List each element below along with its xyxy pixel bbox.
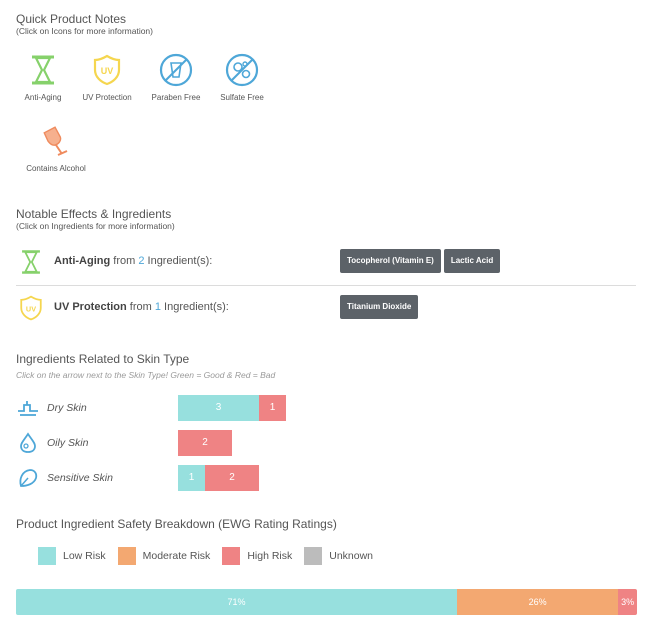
effect-suffix: Ingredient(s): <box>164 301 229 313</box>
legend-label: High Risk <box>247 550 293 562</box>
divider <box>16 285 636 286</box>
quick-notes-subtitle: (Click on Icons for more information) <box>16 26 153 36</box>
skin-label[interactable]: Dry Skin <box>47 402 87 414</box>
legend-item-high-risk: High Risk <box>222 547 292 565</box>
quick-note-label: Sulfate Free <box>220 93 264 102</box>
effect-from: from <box>113 255 136 267</box>
ingredient-tag[interactable]: Titanium Dioxide <box>340 295 419 319</box>
quick-note-label: Anti-Aging <box>24 93 62 102</box>
skin-bar-good-segment: 1 <box>178 465 205 491</box>
effect-name: UV Protection <box>54 301 127 313</box>
dry-skin-icon[interactable] <box>16 397 40 419</box>
safety-segment: 3% <box>618 589 637 615</box>
oily-skin-icon[interactable] <box>16 432 40 454</box>
effect-name: Anti-Aging <box>54 255 111 267</box>
safety-legend: Low Risk Moderate Risk High Risk Unknown <box>38 547 385 565</box>
effect-from: from <box>129 301 152 313</box>
sulfate-free-icon <box>225 53 259 87</box>
sensitive-skin-icon[interactable] <box>16 467 40 489</box>
legend-swatch <box>38 547 56 565</box>
uv-shield-icon: UV <box>93 54 121 86</box>
effect-count: 2 <box>138 255 145 267</box>
hourglass-icon <box>32 55 54 85</box>
svg-text:UV: UV <box>26 304 36 313</box>
ingredient-tags: Tocopherol (Vitamin E) Lactic Acid <box>340 249 503 273</box>
skin-type-subtitle: Click on the arrow next to the Skin Type… <box>16 370 276 380</box>
legend-label: Low Risk <box>63 550 106 562</box>
paraben-free-icon <box>159 53 193 87</box>
safety-segment: 71% <box>16 589 457 615</box>
quick-note-contains-alcohol[interactable]: Contains Alcohol <box>18 124 94 173</box>
ingredient-tag[interactable]: Tocopherol (Vitamin E) <box>340 249 441 273</box>
safety-title: Product Ingredient Safety Breakdown (EWG… <box>16 517 337 531</box>
quick-note-label: Contains Alcohol <box>26 164 86 173</box>
skin-bar-bad-segment: 1 <box>259 395 286 421</box>
legend-label: Unknown <box>329 550 374 562</box>
quick-note-sulfate-free[interactable]: Sulfate Free <box>209 53 275 102</box>
skin-bar-good-segment: 3 <box>178 395 259 421</box>
notable-title: Notable Effects & Ingredients <box>16 207 172 221</box>
skin-bar-bad-segment: 2 <box>205 465 259 491</box>
effect-text: UV Protection from 1 Ingredient(s): <box>54 301 229 313</box>
quick-note-anti-aging[interactable]: Anti-Aging <box>10 53 76 102</box>
skin-row-oily: Oily Skin 2 <box>16 430 316 456</box>
safety-bar: 71% 26% 3% <box>16 589 637 615</box>
quick-note-label: UV Protection <box>82 93 132 102</box>
quick-note-uv-protection[interactable]: UV UV Protection <box>74 53 140 102</box>
skin-label[interactable]: Oily Skin <box>47 437 89 449</box>
legend-item-low-risk: Low Risk <box>38 547 106 565</box>
svg-text:UV: UV <box>101 66 114 76</box>
legend-label: Moderate Risk <box>142 550 211 562</box>
skin-label[interactable]: Sensitive Skin <box>47 472 113 484</box>
effect-count: 1 <box>154 301 161 313</box>
legend-item-unknown: Unknown <box>304 547 373 565</box>
legend-item-moderate-risk: Moderate Risk <box>117 547 211 565</box>
uv-shield-icon: UV <box>20 295 42 321</box>
wine-glass-icon <box>43 126 68 156</box>
safety-segment: 26% <box>456 589 619 615</box>
hourglass-icon <box>22 250 40 274</box>
legend-swatch <box>304 547 323 565</box>
skin-type-title: Ingredients Related to Skin Type <box>16 352 190 366</box>
notable-subtitle: (Click on Ingredients for more informati… <box>16 221 175 231</box>
effect-text: Anti-Aging from 2 Ingredient(s): <box>54 255 212 267</box>
ingredient-tags: Titanium Dioxide <box>340 295 421 319</box>
skin-bar-bad-segment: 2 <box>178 430 232 456</box>
legend-swatch <box>222 547 241 565</box>
effect-row-uv-protection: UV UV Protection from 1 Ingredient(s): T… <box>16 288 636 328</box>
quick-note-paraben-free[interactable]: Paraben Free <box>143 53 209 102</box>
ingredient-tag[interactable]: Lactic Acid <box>443 249 501 273</box>
legend-swatch <box>117 547 136 565</box>
effect-suffix: Ingredient(s): <box>147 255 213 267</box>
effect-row-anti-aging: Anti-Aging from 2 Ingredient(s): Tocophe… <box>16 242 636 282</box>
quick-note-label: Paraben Free <box>151 93 201 102</box>
skin-bar: 2 <box>178 430 232 456</box>
quick-notes-title: Quick Product Notes <box>16 12 127 26</box>
